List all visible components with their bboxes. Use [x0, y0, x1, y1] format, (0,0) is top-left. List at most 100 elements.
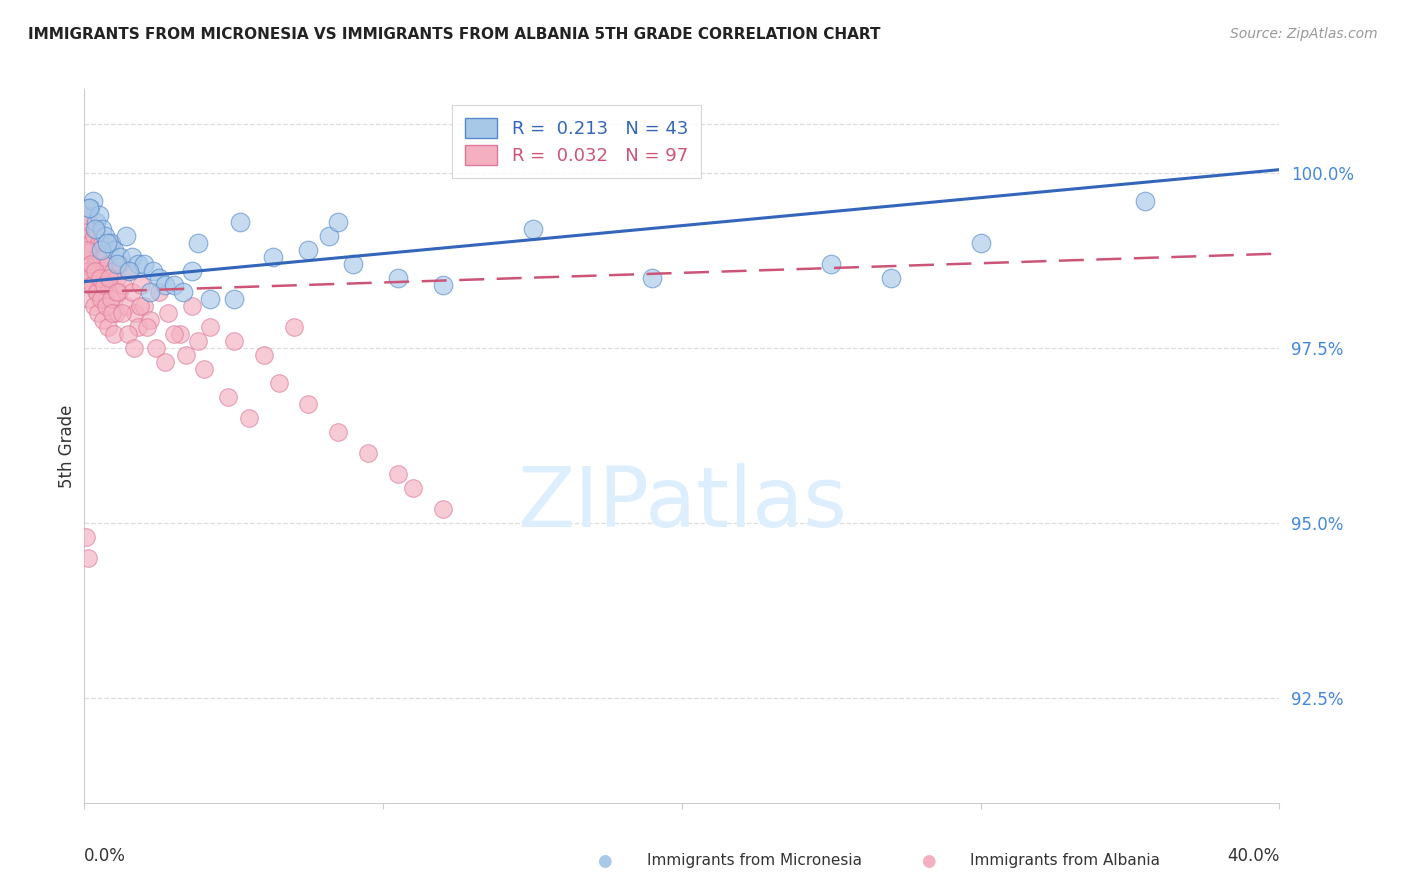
- Text: Immigrants from Albania: Immigrants from Albania: [970, 854, 1160, 868]
- Point: [187, 236, 209, 251]
- Point: [387, 467, 409, 481]
- Point: [522, 222, 544, 236]
- Point: [139, 285, 162, 299]
- Point: [91, 264, 114, 278]
- Point: [129, 278, 152, 293]
- Point: [153, 278, 176, 293]
- Text: 0.0%: 0.0%: [84, 847, 127, 865]
- Point: [217, 390, 239, 404]
- Point: [90, 250, 112, 264]
- Point: [222, 334, 245, 348]
- Legend: R =  0.213   N = 43, R =  0.032   N = 97: R = 0.213 N = 43, R = 0.032 N = 97: [451, 105, 700, 178]
- Point: [328, 425, 350, 439]
- Point: [132, 257, 156, 271]
- Point: [104, 306, 127, 320]
- Point: [103, 243, 125, 257]
- Point: [402, 481, 425, 495]
- Point: [132, 299, 156, 313]
- Point: [105, 285, 128, 299]
- Point: [76, 550, 98, 565]
- Point: [342, 257, 364, 271]
- Point: [387, 271, 409, 285]
- Point: [93, 250, 115, 264]
- Point: [139, 313, 162, 327]
- Point: [107, 285, 129, 299]
- Point: [121, 285, 143, 299]
- Point: [820, 257, 842, 271]
- Point: [187, 334, 209, 348]
- Point: [238, 411, 260, 425]
- Point: [297, 397, 319, 411]
- Point: [82, 194, 104, 208]
- Point: [127, 320, 149, 334]
- Point: [79, 292, 101, 306]
- Point: [79, 257, 101, 271]
- Point: [98, 278, 121, 293]
- Point: [262, 250, 284, 264]
- Point: [118, 264, 141, 278]
- Point: [77, 250, 100, 264]
- Point: [89, 271, 111, 285]
- Point: [880, 271, 903, 285]
- Point: [198, 320, 221, 334]
- Point: [180, 264, 202, 278]
- Text: IMMIGRANTS FROM MICRONESIA VS IMMIGRANTS FROM ALBANIA 5TH GRADE CORRELATION CHAR: IMMIGRANTS FROM MICRONESIA VS IMMIGRANTS…: [28, 27, 880, 42]
- Point: [318, 229, 340, 244]
- Text: ZIPatlas: ZIPatlas: [517, 463, 846, 543]
- Point: [103, 327, 125, 342]
- Point: [87, 271, 110, 285]
- Point: [83, 222, 105, 236]
- Point: [970, 236, 993, 251]
- Point: [84, 285, 107, 299]
- Point: [100, 292, 122, 306]
- Point: [89, 285, 111, 299]
- Point: [124, 306, 146, 320]
- Point: [91, 222, 114, 236]
- Point: [84, 264, 107, 278]
- Point: [77, 264, 100, 278]
- Point: [127, 257, 149, 271]
- Point: [75, 530, 97, 544]
- Point: [83, 257, 105, 271]
- Point: [79, 271, 101, 285]
- Point: [87, 236, 110, 251]
- Point: [193, 362, 215, 376]
- Point: [117, 327, 139, 342]
- Point: [297, 243, 319, 257]
- Point: [94, 229, 117, 244]
- Point: [96, 285, 118, 299]
- Point: [77, 215, 100, 229]
- Point: [118, 264, 141, 278]
- Text: Immigrants from Micronesia: Immigrants from Micronesia: [647, 854, 862, 868]
- Point: [1133, 194, 1156, 208]
- Point: [148, 271, 170, 285]
- Point: [91, 236, 114, 251]
- Point: [105, 271, 128, 285]
- Point: [93, 292, 115, 306]
- Point: [128, 299, 150, 313]
- Point: [153, 355, 176, 369]
- Point: [100, 236, 122, 251]
- Point: [169, 327, 191, 342]
- Point: [163, 327, 186, 342]
- Point: [110, 257, 132, 271]
- Point: [115, 299, 138, 313]
- Point: [105, 257, 128, 271]
- Point: [101, 306, 124, 320]
- Point: [172, 285, 194, 299]
- Point: [180, 299, 202, 313]
- Point: [76, 229, 98, 244]
- Point: [253, 348, 276, 362]
- Point: [89, 208, 111, 222]
- Point: [77, 201, 100, 215]
- Point: [79, 257, 101, 271]
- Point: [86, 250, 108, 264]
- Point: [80, 236, 103, 251]
- Point: [86, 222, 108, 236]
- Point: [94, 299, 117, 313]
- Point: [82, 278, 104, 293]
- Point: [79, 201, 101, 215]
- Point: [174, 348, 197, 362]
- Point: [122, 341, 145, 355]
- Point: [96, 236, 118, 251]
